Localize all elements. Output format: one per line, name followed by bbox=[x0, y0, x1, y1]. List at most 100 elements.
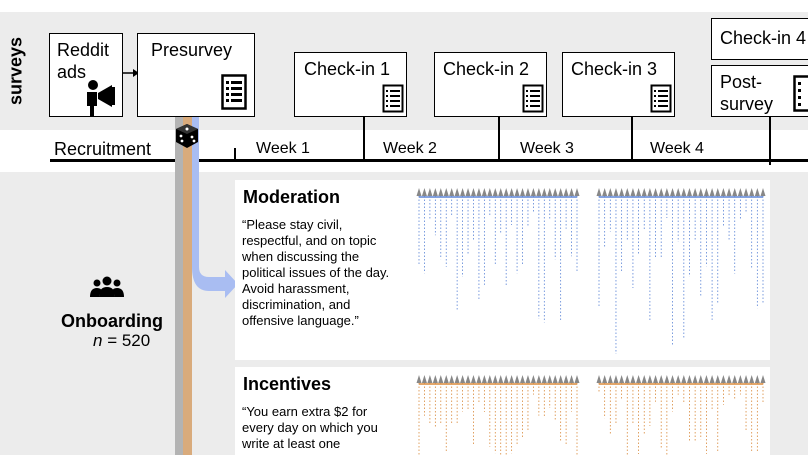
thread-root-marker bbox=[481, 375, 487, 383]
thread-root-marker bbox=[613, 375, 619, 383]
week-4-label: Week 4 bbox=[650, 140, 704, 157]
thread-root-marker bbox=[754, 188, 760, 196]
arrow-to-presurvey bbox=[123, 69, 139, 77]
thread-root-marker bbox=[636, 375, 642, 383]
thread-root-marker bbox=[427, 188, 433, 196]
postsurvey-label-line2: survey bbox=[720, 94, 774, 114]
thread-root-marker bbox=[749, 188, 755, 196]
incentives-trees-left bbox=[416, 375, 580, 455]
thread-root-marker bbox=[520, 375, 526, 383]
thread-root-marker bbox=[675, 188, 681, 196]
users-group-icon bbox=[90, 276, 124, 297]
thread-root-marker bbox=[547, 375, 553, 383]
thread-root-marker bbox=[686, 375, 692, 383]
thread-root-marker bbox=[692, 188, 698, 196]
checkin-2-checklist-icon bbox=[522, 84, 544, 113]
thread-root-marker bbox=[443, 188, 449, 196]
checkin-4-label: Check-in 4 bbox=[720, 28, 807, 48]
thread-root-marker bbox=[720, 375, 726, 383]
postsurvey-tick bbox=[769, 117, 771, 165]
thread-root-marker bbox=[492, 188, 498, 196]
thread-root-marker bbox=[686, 188, 692, 196]
thread-root-marker bbox=[449, 375, 455, 383]
thread-root-marker bbox=[692, 375, 698, 383]
thread-root-marker bbox=[552, 188, 558, 196]
thread-root-marker bbox=[619, 375, 625, 383]
thread-root-marker bbox=[630, 188, 636, 196]
thread-root-marker bbox=[754, 375, 760, 383]
thread-root-marker bbox=[552, 375, 558, 383]
incentives-panel: Incentives “You earn extra $2 for every … bbox=[235, 367, 770, 455]
thread-root-marker bbox=[541, 375, 547, 383]
checkin-1-checklist-icon bbox=[382, 84, 404, 113]
thread-root-marker bbox=[653, 375, 659, 383]
thread-root-marker bbox=[658, 188, 664, 196]
checkin-3-tick bbox=[631, 117, 633, 160]
thread-root-marker bbox=[509, 188, 515, 196]
thread-root-marker bbox=[465, 188, 471, 196]
dice-icon bbox=[176, 124, 198, 148]
onboarding-n: n = 520 bbox=[93, 331, 151, 350]
thread-root-marker bbox=[503, 188, 509, 196]
thread-root-marker bbox=[647, 188, 653, 196]
postsurvey-checklist-icon bbox=[793, 75, 808, 112]
thread-root-marker bbox=[664, 375, 670, 383]
presurvey-label: Presurvey bbox=[151, 40, 233, 60]
week-2-label: Week 2 bbox=[383, 140, 437, 157]
thread-root-marker bbox=[569, 188, 575, 196]
thread-root-marker bbox=[520, 188, 526, 196]
thread-root-marker bbox=[681, 375, 687, 383]
thread-root-marker bbox=[715, 188, 721, 196]
moderation-quote: “Please stay civil, respectful, and on t… bbox=[242, 217, 390, 328]
thread-root-marker bbox=[416, 375, 422, 383]
thread-root-marker bbox=[470, 188, 476, 196]
thread-root-marker bbox=[487, 375, 493, 383]
thread-root-marker bbox=[460, 188, 466, 196]
thread-root-marker bbox=[465, 375, 471, 383]
thread-root-marker bbox=[675, 375, 681, 383]
thread-root-marker bbox=[476, 375, 482, 383]
thread-root-marker bbox=[726, 188, 732, 196]
checkin-3-label: Check-in 3 bbox=[571, 59, 658, 79]
moderation-title: Moderation bbox=[243, 187, 340, 207]
thread-root-marker bbox=[558, 375, 564, 383]
incentives-thread-trees bbox=[416, 375, 766, 455]
thread-root-marker bbox=[421, 188, 427, 196]
thread-root-marker bbox=[525, 188, 531, 196]
thread-root-marker bbox=[541, 188, 547, 196]
thread-root-marker bbox=[630, 375, 636, 383]
thread-root-marker bbox=[547, 188, 553, 196]
thread-root-marker bbox=[536, 375, 542, 383]
thread-root-marker bbox=[743, 188, 749, 196]
thread-root-marker bbox=[641, 375, 647, 383]
thread-root-marker bbox=[449, 188, 455, 196]
incentives-trees-right bbox=[596, 375, 766, 455]
checkin-4-box: Check-in 4 bbox=[711, 18, 808, 60]
moderation-panel: Moderation “Please stay civil, respectfu… bbox=[235, 180, 770, 360]
thread-root-marker bbox=[664, 188, 670, 196]
gray-flow-stream bbox=[175, 117, 183, 455]
thread-root-marker bbox=[641, 188, 647, 196]
incentives-quote: “You earn extra $2 for every day on whic… bbox=[242, 404, 378, 451]
thread-root-marker bbox=[670, 188, 676, 196]
tan-flow-stream bbox=[183, 117, 192, 455]
thread-root-marker bbox=[498, 375, 504, 383]
thread-root-marker bbox=[470, 375, 476, 383]
thread-root-marker bbox=[563, 188, 569, 196]
thread-root-marker bbox=[487, 188, 493, 196]
thread-root-marker bbox=[563, 375, 569, 383]
reddit-ads-label: Reddit ads bbox=[57, 40, 110, 82]
thread-root-marker bbox=[514, 375, 520, 383]
thread-root-marker bbox=[421, 375, 427, 383]
surveys-side-label: surveys bbox=[5, 36, 26, 106]
thread-root-marker bbox=[732, 188, 738, 196]
thread-root-marker bbox=[709, 188, 715, 196]
thread-root-marker bbox=[427, 375, 433, 383]
thread-root-marker bbox=[703, 375, 709, 383]
moderation-trees-left bbox=[416, 188, 580, 323]
thread-root-marker bbox=[602, 188, 608, 196]
thread-root-marker bbox=[658, 375, 664, 383]
thread-root-marker bbox=[760, 375, 766, 383]
thread-root-marker bbox=[481, 188, 487, 196]
thread-root-marker bbox=[636, 188, 642, 196]
